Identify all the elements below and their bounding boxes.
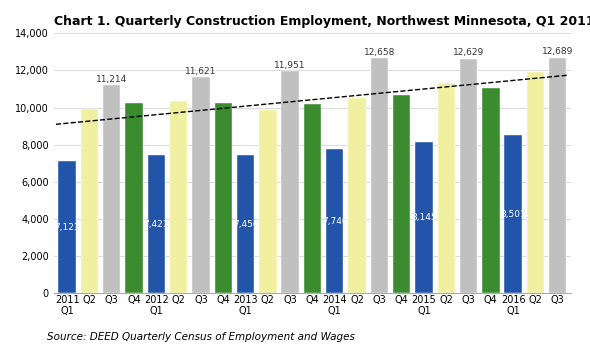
Bar (438, 82, 455, 293)
Bar (504, 135, 522, 293)
Bar (259, 110, 277, 293)
Text: 8,145: 8,145 (411, 213, 437, 222)
Bar (348, 98, 366, 293)
Bar (304, 104, 321, 293)
Bar (125, 103, 143, 293)
Text: 11,214: 11,214 (96, 75, 127, 83)
Bar (415, 142, 432, 293)
Bar (527, 72, 544, 293)
Bar (393, 95, 410, 293)
Text: 7,746: 7,746 (322, 217, 348, 226)
Text: Chart 1. Quarterly Construction Employment, Northwest Minnesota, Q1 2011 - Q3 20: Chart 1. Quarterly Construction Employme… (54, 15, 590, 28)
Text: 8,501: 8,501 (500, 210, 526, 219)
Bar (148, 156, 165, 293)
Bar (371, 58, 388, 293)
Bar (81, 109, 98, 293)
Text: 11,951: 11,951 (274, 61, 306, 70)
Text: Source: DEED Quarterly Census of Employment and Wages: Source: DEED Quarterly Census of Employm… (47, 332, 355, 342)
Bar (192, 78, 209, 293)
Bar (326, 149, 343, 293)
Bar (215, 103, 232, 293)
Text: 12,658: 12,658 (363, 48, 395, 57)
Bar (237, 155, 254, 293)
Text: 7,421: 7,421 (143, 220, 169, 229)
Text: 7,456: 7,456 (232, 219, 258, 228)
Bar (170, 101, 187, 293)
Text: 12,689: 12,689 (542, 47, 573, 56)
Text: 7,123: 7,123 (54, 223, 80, 231)
Bar (460, 59, 477, 293)
Text: 11,621: 11,621 (185, 67, 217, 76)
Text: 12,629: 12,629 (453, 48, 484, 57)
Bar (103, 85, 120, 293)
Bar (281, 71, 299, 293)
Bar (549, 58, 566, 293)
Bar (58, 161, 76, 293)
Bar (482, 88, 500, 293)
